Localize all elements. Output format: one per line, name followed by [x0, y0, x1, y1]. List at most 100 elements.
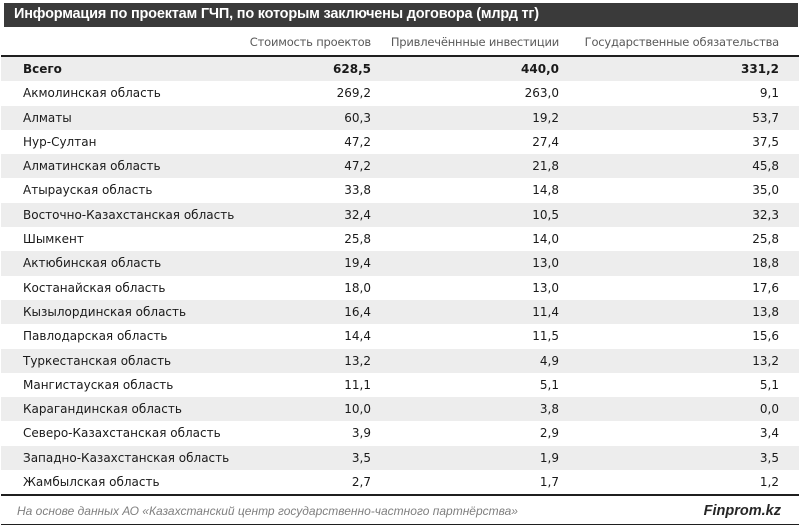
column-header-investments: Привлечённные инвестиции — [390, 35, 559, 49]
region-cell: Шымкент — [23, 232, 84, 247]
region-cell: Западно-Казахстанская область — [23, 450, 230, 465]
value-cell: 18,0 — [344, 280, 371, 295]
header-row: Стоимость проектов Привлечённные инвести… — [1, 29, 799, 56]
region-cell: Акмолинская область — [23, 86, 161, 101]
value-cell: 13,0 — [532, 280, 559, 295]
value-cell: 47,2 — [344, 159, 371, 174]
value-cell: 37,5 — [752, 134, 779, 149]
table-row: Костанайская область 18,0 13,0 17,6 — [1, 276, 799, 300]
value-cell: 1,7 — [539, 475, 559, 490]
source-note: На основе данных АО «Казахстанский центр… — [17, 504, 518, 519]
value-cell: 11,4 — [532, 304, 559, 319]
region-cell: Восточно-Казахстанская область — [23, 207, 235, 222]
value-cell: 19,2 — [532, 110, 559, 125]
page-title: Информация по проектам ГЧП, по которым з… — [14, 6, 539, 22]
value-cell: 4,9 — [539, 353, 559, 368]
region-cell: Алматинская область — [23, 159, 161, 174]
value-cell: 0,0 — [759, 402, 779, 417]
region-cell: Костанайская область — [23, 280, 166, 295]
value-cell: 10,0 — [344, 402, 371, 417]
value-cell: 32,3 — [752, 207, 779, 222]
value-cell: 45,8 — [752, 159, 779, 174]
region-cell: Павлодарская область — [23, 329, 168, 344]
value-cell: 14,0 — [532, 232, 559, 247]
value-cell: 21,8 — [532, 159, 559, 174]
region-cell: Кызылординская область — [23, 304, 187, 319]
ppp-projects-table: Стоимость проектов Привлечённные инвести… — [1, 29, 799, 497]
value-cell: 2,9 — [539, 426, 559, 441]
column-header-region — [1, 29, 247, 56]
value-cell: 5,1 — [539, 377, 559, 392]
table-row: Восточно-Казахстанская область 32,4 10,5… — [1, 202, 799, 228]
total-investments-value: 440,0 — [521, 62, 559, 76]
value-cell: 10,5 — [532, 207, 559, 222]
value-cell: 9,1 — [759, 86, 779, 101]
value-cell: 18,8 — [752, 256, 779, 271]
region-cell: Карагандинская область — [23, 402, 182, 417]
title-bar: Информация по проектам ГЧП, по которым з… — [4, 3, 798, 27]
region-cell: Мангистауская область — [23, 377, 174, 392]
value-cell: 47,2 — [344, 134, 371, 149]
table-row: Шымкент 25,8 14,0 25,8 — [1, 227, 799, 251]
footer: На основе данных АО «Казахстанский центр… — [1, 496, 799, 525]
value-cell: 3,5 — [351, 450, 371, 465]
region-cell: Алматы — [23, 110, 72, 125]
value-cell: 1,9 — [539, 450, 559, 465]
value-cell: 3,9 — [351, 426, 371, 441]
region-cell: Актюбинская область — [23, 256, 162, 271]
value-cell: 60,3 — [344, 110, 371, 125]
value-cell: 16,4 — [344, 304, 371, 319]
value-cell: 17,6 — [752, 280, 779, 295]
total-obligations-value: 331,2 — [741, 62, 779, 76]
value-cell: 15,6 — [752, 329, 779, 344]
value-cell: 14,4 — [344, 329, 371, 344]
value-cell: 263,0 — [524, 86, 559, 101]
table-row: Жамбылская область 2,7 1,7 1,2 — [1, 470, 799, 495]
value-cell: 32,4 — [344, 207, 371, 222]
region-cell: Северо-Казахстанская область — [23, 426, 221, 441]
table-row: Мангистауская область 11,1 5,1 5,1 — [1, 373, 799, 397]
total-row: Всего 628,5 440,0 331,2 — [1, 56, 799, 82]
value-cell: 1,2 — [759, 475, 779, 490]
value-cell: 3,8 — [539, 402, 559, 417]
finprom-logo: Finprom.kz — [703, 503, 781, 520]
ppp-projects-infographic: Информация по проектам ГЧП, по которым з… — [0, 3, 800, 525]
table-row: Алматинская область 47,2 21,8 45,8 — [1, 154, 799, 179]
value-cell: 13,2 — [344, 353, 371, 368]
column-header-obligations: Государственные обязательства — [584, 35, 780, 49]
region-cell: Нур-Султан — [23, 134, 97, 149]
value-cell: 35,0 — [752, 183, 779, 198]
region-cell: Атырауская область — [23, 183, 153, 198]
table-row: Западно-Казахстанская область 3,5 1,9 3,… — [1, 445, 799, 471]
value-cell: 2,7 — [351, 475, 371, 490]
table-row: Карагандинская область 10,0 3,8 0,0 — [1, 397, 799, 422]
table-row: Кызылординская область 16,4 11,4 13,8 — [1, 299, 799, 325]
table-body: Всего 628,5 440,0 331,2 Акмолинская обла… — [1, 56, 799, 495]
value-cell: 19,4 — [344, 256, 371, 271]
table-row: Актюбинская область 19,4 13,0 18,8 — [1, 251, 799, 276]
total-cost-value: 628,5 — [333, 62, 371, 76]
value-cell: 269,2 — [336, 86, 371, 101]
value-cell: 11,1 — [344, 377, 371, 392]
value-cell: 27,4 — [532, 134, 559, 149]
value-cell: 13,8 — [752, 304, 779, 319]
value-cell: 3,5 — [759, 450, 779, 465]
value-cell: 3,4 — [759, 426, 779, 441]
value-cell: 53,7 — [752, 110, 779, 125]
table-row: Северо-Казахстанская область 3,9 2,9 3,4 — [1, 421, 799, 445]
table-row: Атырауская область 33,8 14,8 35,0 — [1, 178, 799, 202]
value-cell: 13,2 — [752, 353, 779, 368]
region-cell: Жамбылская область — [23, 475, 160, 490]
value-cell: 25,8 — [344, 232, 371, 247]
table-row: Павлодарская область 14,4 11,5 15,6 — [1, 324, 799, 348]
total-row-label: Всего — [23, 62, 62, 76]
value-cell: 5,1 — [759, 377, 779, 392]
column-header-cost: Стоимость проектов — [249, 35, 371, 49]
table-row: Акмолинская область 269,2 263,0 9,1 — [1, 81, 799, 105]
value-cell: 11,5 — [532, 329, 559, 344]
value-cell: 13,0 — [532, 256, 559, 271]
table-row: Алматы 60,3 19,2 53,7 — [1, 105, 799, 130]
value-cell: 33,8 — [344, 183, 371, 198]
region-cell: Туркестанская область — [23, 353, 172, 368]
value-cell: 25,8 — [752, 232, 779, 247]
